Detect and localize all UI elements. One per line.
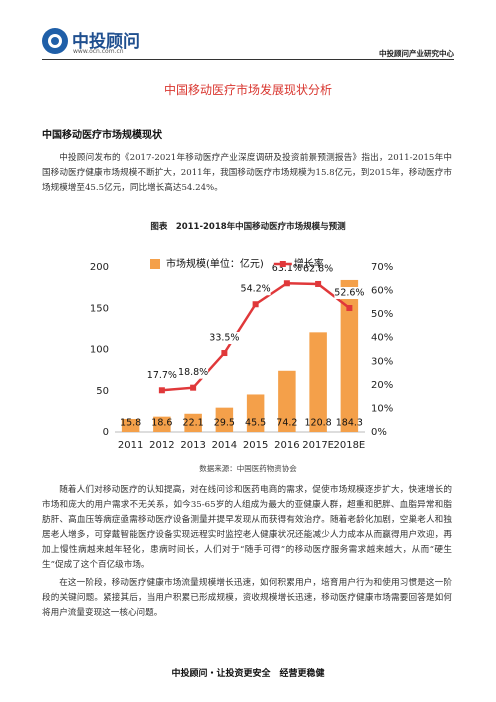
y-tick-label: 150 bbox=[90, 303, 109, 314]
section-heading: 中国移动医疗市场规模现状 bbox=[42, 130, 162, 141]
header-rule bbox=[42, 59, 454, 60]
bar bbox=[153, 416, 171, 432]
y-tick-label: 200 bbox=[90, 262, 109, 273]
label-bg bbox=[303, 262, 334, 275]
legend-label: 市场规模(单位：亿元) bbox=[166, 257, 264, 270]
line-marker bbox=[252, 301, 259, 308]
y2-tick-label: 0% bbox=[371, 427, 387, 438]
legend-swatch bbox=[150, 259, 160, 269]
paragraph: 随着人们对移动医疗的认知提高，对在线问诊和医药电商的需求，促使市场规模逐步扩大，… bbox=[42, 485, 452, 570]
figure-caption: 图表 2011-2018年中国移动医疗市场规模与预测 bbox=[150, 222, 346, 232]
label-bg bbox=[334, 287, 365, 300]
legend-label: 增长率 bbox=[294, 257, 324, 270]
header-right: 中投顾问产业研究中心 bbox=[379, 49, 454, 58]
y2-tick-label: 70% bbox=[371, 262, 393, 273]
data-label: 33.5% bbox=[209, 333, 239, 344]
bar bbox=[278, 370, 296, 432]
bar bbox=[184, 413, 202, 432]
y2-tick-label: 40% bbox=[371, 333, 393, 344]
figure-source: 数据来源：中国医药物资协会 bbox=[199, 464, 297, 473]
data-label: 22.1 bbox=[183, 418, 204, 429]
data-label: 62.8% bbox=[303, 263, 333, 274]
logo-url: www.ocn.com.cn bbox=[73, 48, 124, 55]
label-bg bbox=[146, 369, 177, 382]
data-label: 29.5 bbox=[214, 418, 235, 429]
y-tick-label: 100 bbox=[90, 345, 109, 356]
data-label: 18.6 bbox=[151, 418, 172, 429]
data-label: 18.8% bbox=[178, 367, 208, 378]
y2-tick-label: 30% bbox=[371, 356, 393, 367]
x-tick-label: 2012 bbox=[149, 440, 174, 451]
logo-icon bbox=[42, 28, 68, 54]
bar bbox=[309, 332, 327, 432]
paragraph: 在这一阶段，移动医疗健康市场流量规模增长迅速，如何积累用户，培育用户行为和使用习… bbox=[42, 578, 452, 618]
bar bbox=[121, 418, 140, 432]
data-label: 54.2% bbox=[241, 284, 271, 295]
doc-title: 中国移动医疗市场发展现状分析 bbox=[163, 83, 332, 97]
data-label: 15.8 bbox=[120, 418, 141, 429]
label-bg bbox=[271, 262, 302, 275]
legend-swatch bbox=[279, 261, 286, 267]
paragraph: 中投顾问发布的《2017-2021年移动医疗产业深度调研及投资前景预测报告》指出… bbox=[42, 153, 452, 193]
bar bbox=[215, 407, 234, 432]
data-label: 74.2 bbox=[276, 418, 297, 429]
footer: 中投顾问・让投资更安全 经营更稳健 bbox=[171, 669, 325, 679]
line-marker bbox=[221, 350, 228, 357]
data-label: 17.7% bbox=[147, 370, 177, 381]
label-bg bbox=[240, 283, 271, 296]
data-label: 120.8 bbox=[305, 418, 332, 429]
x-tick-label: 2017E bbox=[302, 440, 334, 451]
x-tick-label: 2018E bbox=[333, 440, 365, 451]
line-marker bbox=[283, 280, 290, 287]
data-label: 45.5 bbox=[245, 418, 266, 429]
data-label: 63.1% bbox=[272, 263, 302, 274]
label-bg bbox=[178, 366, 209, 379]
line-marker bbox=[315, 280, 322, 287]
logo-text: 中投顾问 bbox=[72, 32, 140, 52]
x-tick-label: 2014 bbox=[212, 440, 237, 451]
x-tick-label: 2015 bbox=[243, 440, 268, 451]
bar bbox=[246, 394, 265, 432]
x-tick-label: 2013 bbox=[180, 440, 205, 451]
chart: 0 50 100 150 200 0% 10% 20% 30% 40% 50% 60% 70% 2011 2… bbox=[90, 257, 393, 451]
label-bg bbox=[209, 332, 240, 345]
line-marker bbox=[190, 384, 197, 391]
x-tick-label: 2016 bbox=[274, 440, 299, 451]
bar bbox=[340, 279, 359, 432]
x-tick-label: 2011 bbox=[118, 440, 143, 451]
data-label: 52.6% bbox=[334, 288, 364, 299]
y-tick-label: 50 bbox=[96, 386, 109, 397]
y-tick-label: 0 bbox=[103, 427, 109, 438]
line-marker bbox=[158, 387, 165, 394]
data-label: 184.3 bbox=[336, 418, 363, 429]
y2-tick-label: 20% bbox=[371, 380, 393, 391]
line-marker bbox=[346, 305, 353, 312]
y2-tick-label: 10% bbox=[371, 403, 393, 414]
y2-tick-label: 50% bbox=[371, 309, 393, 320]
y2-tick-label: 60% bbox=[371, 286, 393, 297]
